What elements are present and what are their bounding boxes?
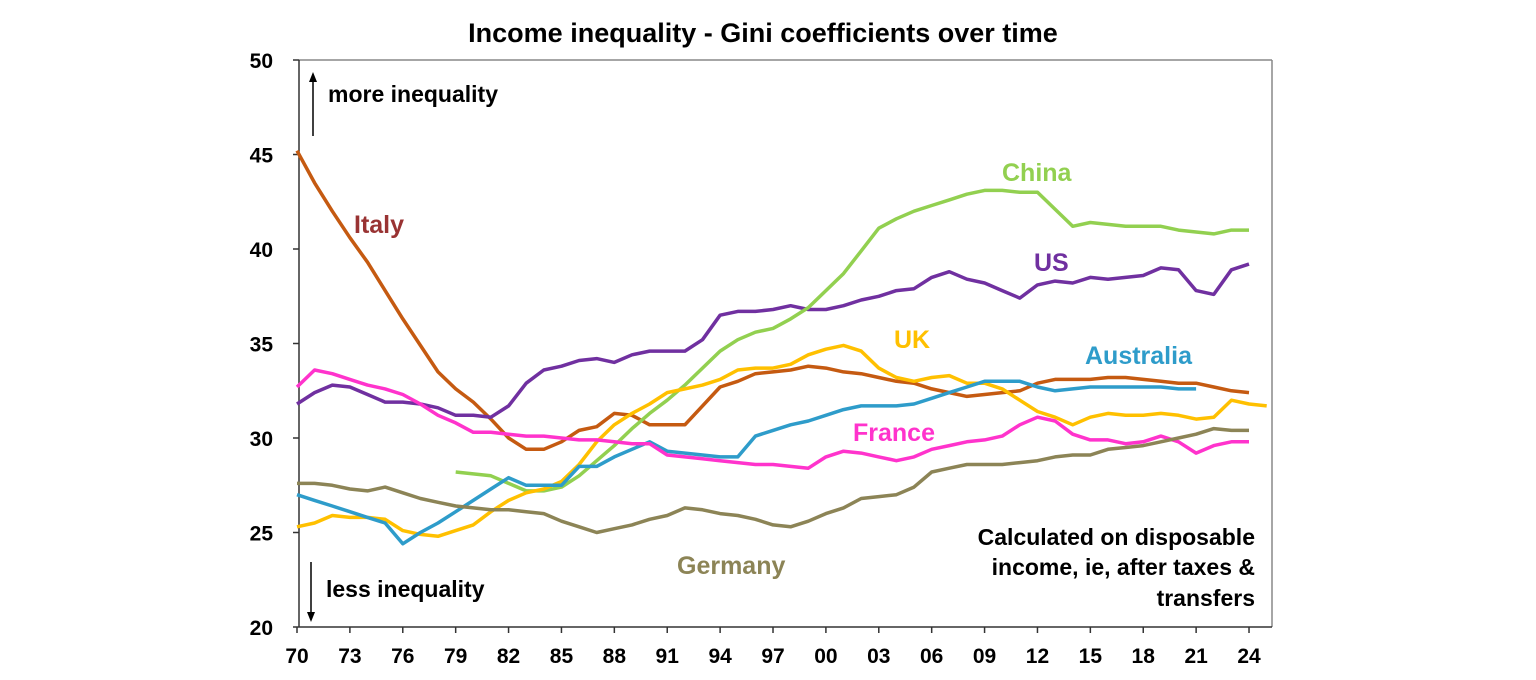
x-tick-label: 79: [444, 645, 467, 668]
up-arrowhead-icon: [309, 72, 317, 82]
label-china: China: [1002, 159, 1073, 187]
x-tick-label: 82: [497, 645, 520, 668]
down-arrowhead-icon: [307, 612, 315, 622]
series-line-us: [296, 262, 1250, 419]
y-tick-label: 45: [250, 145, 274, 168]
note-line-2: income, ie, after taxes &: [992, 554, 1255, 580]
series-line-uk: [296, 343, 1267, 539]
y-tick-label: 40: [250, 239, 273, 262]
label-australia: Australia: [1085, 342, 1193, 370]
x-tick-label: 97: [761, 645, 784, 668]
x-tick-label: 00: [814, 645, 837, 668]
label-uk: UK: [894, 326, 930, 354]
y-tick-label: 35: [250, 334, 274, 357]
label-us: US: [1034, 249, 1069, 277]
y-tick-label: 20: [250, 617, 273, 640]
chart-title: Income inequality - Gini coefficients ov…: [468, 18, 1058, 48]
series-line-china: [455, 188, 1249, 493]
y-tick-label: 50: [250, 50, 273, 73]
x-tick-label: 76: [391, 645, 414, 668]
series-line-germany: [297, 426, 1249, 535]
x-tick-label: 12: [1026, 645, 1049, 668]
y-axis-ticks: 20 25 30 35 40 45 50: [250, 50, 299, 640]
x-tick-label: 21: [1184, 645, 1208, 668]
series-line-france: [295, 368, 1249, 470]
less-inequality-label: less inequality: [326, 576, 485, 602]
series-lines: [295, 149, 1267, 546]
note-line-1: Calculated on disposable: [978, 524, 1255, 550]
x-tick-label: 03: [867, 645, 890, 668]
x-tick-label: 94: [708, 645, 732, 668]
x-tick-label: 15: [1079, 645, 1103, 668]
x-tick-label: 88: [603, 645, 627, 668]
y-tick-label: 25: [250, 523, 274, 546]
x-tick-label: 18: [1132, 645, 1156, 668]
x-tick-label: 85: [550, 645, 574, 668]
x-tick-label: 91: [656, 645, 680, 668]
x-axis-ticks: 70 73 76 79 82 85 88 91 94 97 00 03 06 09 12 15 18 21 24: [285, 627, 1261, 668]
x-tick-label: 24: [1237, 645, 1261, 668]
series-line-italy: [295, 149, 1250, 452]
x-tick-label: 73: [338, 645, 361, 668]
label-france: France: [853, 419, 935, 447]
label-germany: Germany: [677, 552, 785, 580]
x-tick-label: 70: [285, 645, 308, 668]
note-line-3: transfers: [1157, 585, 1255, 611]
y-tick-label: 30: [250, 428, 273, 451]
x-tick-label: 09: [973, 645, 996, 668]
x-tick-label: 06: [920, 645, 943, 668]
label-italy: Italy: [354, 211, 404, 239]
more-inequality-label: more inequality: [328, 81, 498, 107]
series-line-australia: [296, 379, 1197, 546]
